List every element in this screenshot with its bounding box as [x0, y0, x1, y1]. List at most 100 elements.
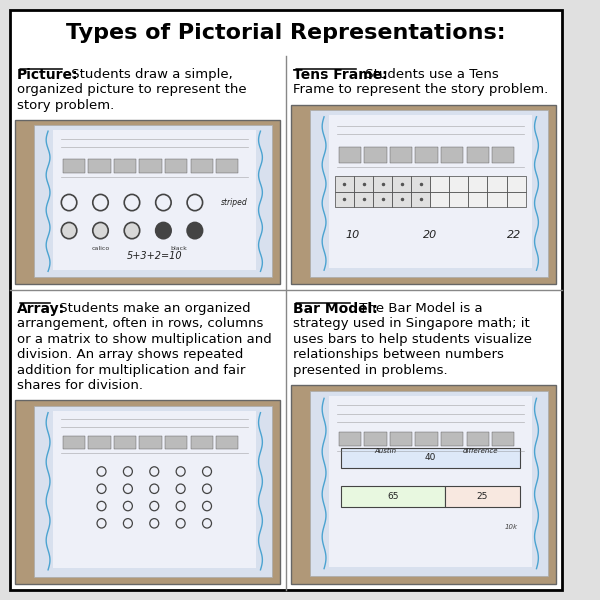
FancyBboxPatch shape	[63, 436, 85, 449]
Text: shares for division.: shares for division.	[17, 379, 143, 392]
FancyBboxPatch shape	[364, 432, 387, 446]
Text: black: black	[170, 246, 188, 251]
Text: Tens Frame:: Tens Frame:	[293, 68, 388, 82]
FancyBboxPatch shape	[469, 192, 487, 207]
FancyBboxPatch shape	[63, 159, 85, 173]
FancyBboxPatch shape	[390, 148, 412, 163]
FancyBboxPatch shape	[430, 192, 449, 207]
Text: striped: striped	[221, 198, 248, 207]
Text: Students use a Tens: Students use a Tens	[361, 68, 499, 81]
Circle shape	[61, 223, 77, 239]
FancyBboxPatch shape	[441, 148, 463, 163]
FancyBboxPatch shape	[114, 159, 136, 173]
FancyBboxPatch shape	[165, 159, 187, 173]
Text: 20: 20	[423, 230, 437, 240]
FancyBboxPatch shape	[216, 436, 238, 449]
FancyBboxPatch shape	[506, 192, 526, 207]
FancyBboxPatch shape	[341, 448, 520, 468]
Text: calico: calico	[91, 246, 110, 251]
Text: story problem.: story problem.	[17, 99, 115, 112]
FancyBboxPatch shape	[165, 436, 187, 449]
Text: presented in problems.: presented in problems.	[293, 364, 448, 377]
FancyBboxPatch shape	[445, 487, 520, 507]
FancyBboxPatch shape	[467, 432, 489, 446]
Text: relationships between numbers: relationships between numbers	[293, 348, 504, 361]
FancyBboxPatch shape	[467, 148, 489, 163]
FancyBboxPatch shape	[216, 159, 238, 173]
FancyBboxPatch shape	[449, 176, 469, 192]
Text: 5+3+2=10: 5+3+2=10	[127, 251, 182, 261]
FancyBboxPatch shape	[415, 148, 438, 163]
FancyBboxPatch shape	[411, 192, 430, 207]
Circle shape	[155, 223, 171, 239]
FancyBboxPatch shape	[139, 436, 162, 449]
Text: Picture:: Picture:	[17, 68, 79, 82]
FancyBboxPatch shape	[88, 159, 111, 173]
Text: 22: 22	[508, 230, 521, 240]
Text: 10: 10	[345, 230, 359, 240]
Text: Students draw a simple,: Students draw a simple,	[67, 68, 233, 81]
FancyBboxPatch shape	[310, 110, 548, 277]
FancyBboxPatch shape	[449, 192, 469, 207]
FancyBboxPatch shape	[441, 432, 463, 446]
FancyBboxPatch shape	[354, 176, 373, 192]
FancyBboxPatch shape	[411, 176, 430, 192]
FancyBboxPatch shape	[354, 192, 373, 207]
Text: 25: 25	[476, 492, 488, 501]
Text: Types of Pictorial Representations:: Types of Pictorial Representations:	[66, 23, 505, 43]
FancyBboxPatch shape	[506, 176, 526, 192]
FancyBboxPatch shape	[335, 192, 354, 207]
Text: division. An array shows repeated: division. An array shows repeated	[17, 348, 244, 361]
Text: The Bar Model is a: The Bar Model is a	[355, 302, 482, 315]
FancyBboxPatch shape	[487, 176, 506, 192]
Text: or a matrix to show multiplication and: or a matrix to show multiplication and	[17, 333, 272, 346]
FancyBboxPatch shape	[114, 436, 136, 449]
Text: organized picture to represent the: organized picture to represent the	[17, 83, 247, 97]
FancyBboxPatch shape	[487, 192, 506, 207]
Text: Austin: Austin	[374, 448, 397, 454]
FancyBboxPatch shape	[329, 397, 532, 567]
FancyBboxPatch shape	[341, 487, 445, 507]
FancyBboxPatch shape	[430, 176, 449, 192]
Text: strategy used in Singapore math; it: strategy used in Singapore math; it	[293, 317, 530, 331]
FancyBboxPatch shape	[291, 105, 556, 284]
FancyBboxPatch shape	[492, 432, 514, 446]
FancyBboxPatch shape	[469, 176, 487, 192]
FancyBboxPatch shape	[339, 148, 361, 163]
FancyBboxPatch shape	[310, 391, 548, 576]
Circle shape	[93, 223, 108, 239]
Circle shape	[124, 223, 140, 239]
Circle shape	[187, 223, 203, 239]
FancyBboxPatch shape	[390, 432, 412, 446]
FancyBboxPatch shape	[34, 125, 272, 277]
FancyBboxPatch shape	[53, 130, 256, 270]
FancyBboxPatch shape	[34, 406, 272, 577]
Text: 40: 40	[425, 453, 436, 462]
FancyBboxPatch shape	[191, 159, 213, 173]
FancyBboxPatch shape	[335, 176, 354, 192]
Text: arrangement, often in rows, columns: arrangement, often in rows, columns	[17, 317, 263, 331]
FancyBboxPatch shape	[373, 176, 392, 192]
Text: addition for multiplication and fair: addition for multiplication and fair	[17, 364, 245, 377]
Text: uses bars to help students visualize: uses bars to help students visualize	[293, 333, 532, 346]
FancyBboxPatch shape	[15, 120, 280, 284]
Text: difference: difference	[463, 448, 498, 454]
Text: 65: 65	[387, 492, 398, 501]
Text: Array:: Array:	[17, 302, 65, 316]
FancyBboxPatch shape	[364, 148, 387, 163]
FancyBboxPatch shape	[139, 159, 162, 173]
Text: Bar Model:: Bar Model:	[293, 302, 378, 316]
FancyBboxPatch shape	[53, 411, 256, 568]
FancyBboxPatch shape	[339, 432, 361, 446]
Text: Frame to represent the story problem.: Frame to represent the story problem.	[293, 83, 548, 97]
FancyBboxPatch shape	[492, 148, 514, 163]
FancyBboxPatch shape	[291, 385, 556, 584]
FancyBboxPatch shape	[15, 400, 280, 584]
FancyBboxPatch shape	[329, 115, 532, 268]
FancyBboxPatch shape	[373, 192, 392, 207]
Text: Students make an organized: Students make an organized	[55, 302, 251, 315]
FancyBboxPatch shape	[392, 192, 411, 207]
Text: 10k: 10k	[505, 524, 518, 530]
FancyBboxPatch shape	[88, 436, 111, 449]
FancyBboxPatch shape	[10, 10, 562, 590]
